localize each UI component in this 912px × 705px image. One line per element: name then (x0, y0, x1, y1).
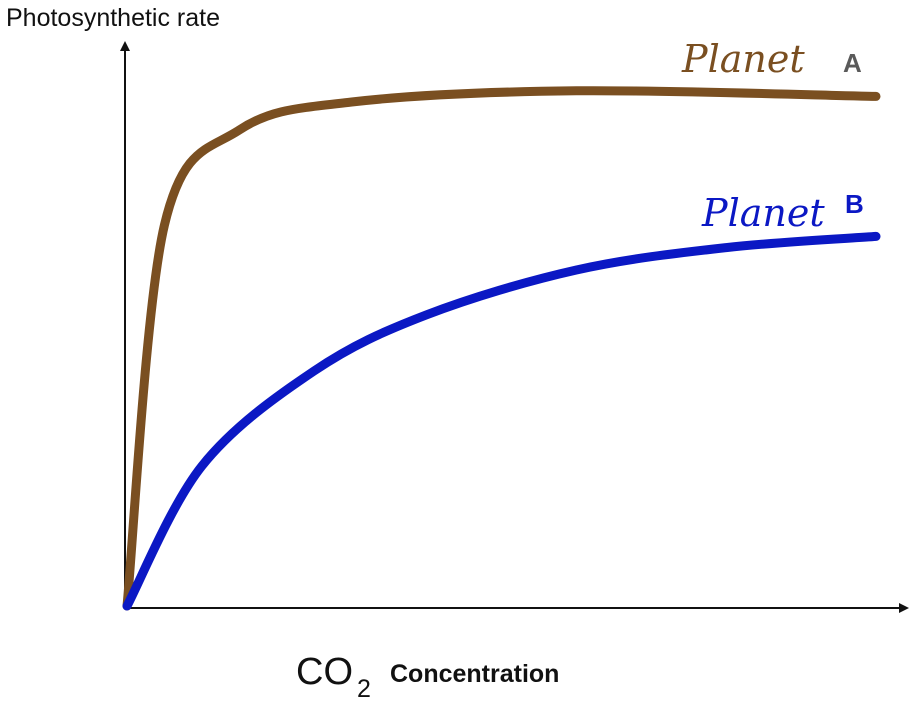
series-label-a: Planet A (681, 37, 862, 81)
x-axis-label-prefix: CO (296, 651, 353, 693)
x-axis-label-subscript: 2 (357, 675, 371, 703)
y-axis-label: Photosynthetic rate (6, 4, 220, 32)
series-label-b: Planet B (701, 189, 864, 235)
x-axis-label-suffix: Concentration (390, 660, 559, 688)
series-label-b-name: Planet (701, 191, 825, 235)
series-label-b-letter: B (845, 189, 864, 219)
series-line-a (122, 86, 881, 611)
x-axis-label: CO 2 Concentration (296, 651, 559, 703)
series-line-b (122, 231, 881, 611)
series-label-a-name: Planet (681, 37, 805, 81)
series-label-a-letter: A (843, 48, 862, 78)
series-layer (122, 86, 881, 611)
